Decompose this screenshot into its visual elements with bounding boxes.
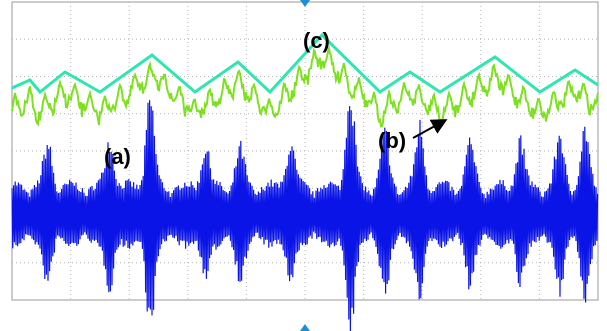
- waveform-a: [11, 100, 599, 331]
- label-b: (b): [378, 128, 406, 153]
- waveform-c: [11, 32, 599, 95]
- trigger-marker-top: [300, 0, 310, 7]
- waveform-b: [11, 44, 599, 128]
- label-a: (a): [104, 144, 131, 169]
- label-c: (c): [303, 28, 330, 53]
- waveforms: [11, 32, 599, 331]
- trigger-marker-bottom: [300, 324, 310, 331]
- arrow-b: [412, 119, 448, 139]
